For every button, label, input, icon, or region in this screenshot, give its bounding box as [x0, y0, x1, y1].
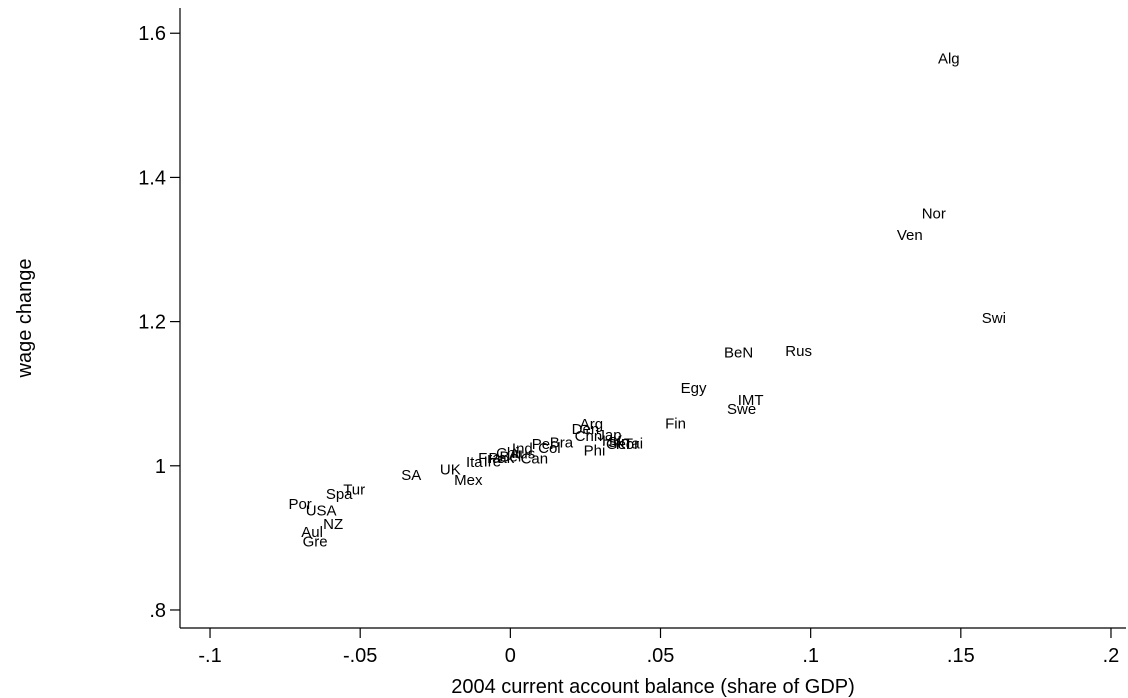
x-axis-title: 2004 current account balance (share of G…	[451, 676, 855, 698]
data-point-bra: Bra	[550, 435, 574, 452]
data-point-egy: Egy	[681, 380, 707, 397]
data-point-tur: Tur	[343, 482, 365, 499]
data-point-nor: Nor	[922, 205, 946, 222]
x-tick-label: -.05	[343, 645, 377, 667]
x-tick-label: .2	[1103, 645, 1120, 667]
data-point-bel: Bel	[500, 448, 522, 465]
data-point-swi: Swi	[982, 310, 1006, 327]
data-point-phi: Phi	[584, 443, 606, 460]
data-point-ind: Ind	[512, 440, 533, 457]
data-point-rus: Rus	[785, 343, 812, 360]
data-point-col: Col	[538, 440, 561, 457]
data-point-uk: UK	[440, 461, 461, 478]
data-point-gre: Gre	[303, 533, 328, 550]
data-point-pak: Pak	[488, 450, 514, 467]
data-point-swe: Swe	[727, 401, 756, 418]
data-point-imt: IMT	[738, 392, 764, 409]
data-point-arg: Arg	[580, 416, 603, 433]
data-point-chi: Chi	[496, 445, 519, 462]
data-point-can: Can	[521, 451, 549, 468]
y-tick-label: 1.4	[138, 167, 166, 189]
y-tick-label: 1	[155, 456, 166, 478]
x-tick-label: .1	[802, 645, 819, 667]
data-point-alg: Alg	[938, 50, 960, 67]
data-point-jap: Jap	[597, 427, 621, 444]
y-axis-title: wage change	[14, 259, 36, 379]
data-point-chn: Chn	[575, 428, 603, 445]
x-tick-label: .15	[947, 645, 975, 667]
data-point-aus: Aus	[509, 446, 535, 463]
y-tick-label: 1.6	[138, 23, 166, 45]
data-point-aul: Aul	[301, 524, 323, 541]
data-point-por: Por	[288, 496, 311, 513]
data-point-ben: BeN	[724, 345, 753, 362]
data-point-ire: Ire	[484, 453, 502, 470]
data-point-kor: Kor	[616, 436, 639, 453]
data-point-mex: Mex	[454, 472, 483, 489]
data-point-per: Per	[532, 436, 555, 453]
data-point-ger: Ger	[606, 436, 631, 453]
x-tick-label: .05	[647, 645, 675, 667]
data-point-hk: HK	[602, 433, 623, 450]
data-point-spa: Spa	[326, 486, 353, 503]
data-point-fin: Fin	[665, 415, 686, 432]
data-point-usa: USA	[306, 502, 337, 519]
x-tick-label: -.1	[198, 645, 221, 667]
data-point-ven: Ven	[897, 227, 923, 244]
data-point-nz: NZ	[323, 516, 343, 533]
x-tick-label: 0	[505, 645, 516, 667]
data-point-tai: Tai	[624, 435, 643, 452]
data-point-ita: Ita	[466, 454, 483, 471]
y-tick-label: .8	[149, 600, 166, 622]
data-point-den: Den	[572, 421, 600, 438]
axes: .8 1 1.2 1.4 1.6 -.1 -.05 0 .05 .1 .15 .2 2004 curre…	[14, 8, 1126, 698]
y-tick-label: 1.2	[138, 312, 166, 334]
data-point-sin: Sin	[608, 434, 630, 451]
data-point-sa: SA	[401, 467, 421, 484]
data-point-fra: Fra	[478, 450, 501, 467]
